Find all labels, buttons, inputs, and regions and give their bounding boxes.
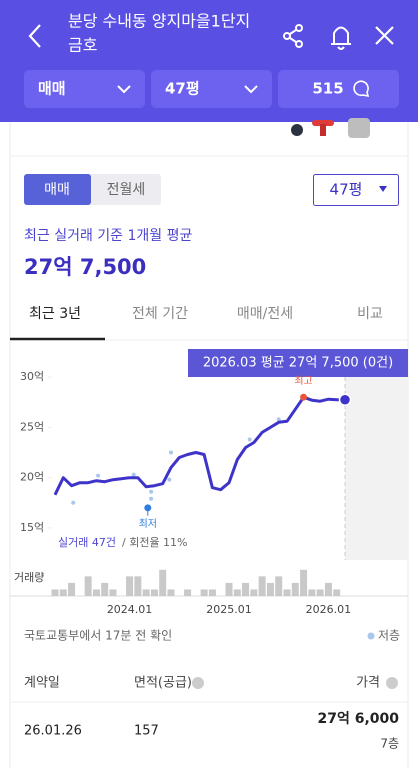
filter-label: 47평	[165, 80, 200, 98]
volume-bar	[142, 589, 150, 596]
title: 분당 수내동 양지마을1단지	[68, 12, 250, 31]
stats-rate: / 회전율 11%	[122, 536, 188, 549]
title: 금호	[68, 36, 97, 55]
volume-bar	[150, 589, 158, 596]
volume-bar	[291, 582, 299, 596]
volume-bar	[84, 576, 92, 596]
area-select[interactable]	[313, 174, 399, 206]
filter-box[interactable]	[278, 70, 399, 108]
scatter-point	[169, 450, 173, 455]
volume-bar	[225, 582, 233, 596]
table-cell: 7층	[380, 737, 399, 751]
table-cell: 157	[134, 724, 159, 739]
table-header: 면적(공급)	[134, 676, 192, 691]
toggle-label[interactable]: 전월세	[107, 182, 146, 198]
volume-bar	[109, 589, 117, 596]
table-cell: 26.01.26	[24, 724, 82, 739]
scatter-point	[167, 477, 172, 482]
current-point	[338, 393, 352, 406]
volume-bar	[126, 576, 134, 596]
tab[interactable]: 비교	[357, 306, 383, 322]
volume-bar	[324, 582, 332, 596]
dropdown-arrow	[379, 186, 387, 192]
volume-bar	[167, 589, 175, 596]
back-button[interactable]	[28, 24, 41, 48]
stats-count: 실거래 47건	[58, 536, 116, 549]
y-tick-label: 25억	[20, 420, 44, 433]
tab[interactable]: 매매/전세	[237, 306, 293, 322]
scatter-point	[276, 417, 281, 422]
tooltip-bg	[188, 349, 408, 377]
tab[interactable]: 최근 3년	[29, 306, 81, 322]
scatter-point	[149, 489, 154, 494]
source: 국토교통부에서 17분 전 확인	[24, 629, 172, 643]
volume-bar	[184, 589, 192, 596]
scatter-point	[247, 437, 252, 442]
volume-bar	[134, 576, 142, 596]
price-line	[53, 395, 345, 496]
high-point	[300, 393, 308, 401]
volume-bar	[266, 582, 274, 596]
share-button[interactable]	[283, 24, 303, 48]
scatter-point	[96, 473, 101, 478]
help-icon[interactable]	[386, 677, 398, 689]
x-tick-label: 2025.01	[206, 603, 252, 616]
volume-bar	[51, 589, 59, 596]
volume-bar	[208, 589, 216, 596]
volume-bar	[300, 569, 308, 596]
bell-button[interactable]	[331, 26, 351, 50]
table-header: 가격	[356, 676, 380, 691]
high-label: 최고	[294, 375, 312, 387]
x-tick-label: 2024.01	[107, 603, 153, 616]
y-tick-label: 15억	[20, 521, 44, 534]
toggle-label: 매매	[44, 182, 70, 198]
volume-bar	[258, 576, 266, 596]
low-label: 최저	[139, 518, 157, 530]
filter-label: 515	[312, 80, 343, 98]
volume-bar	[333, 589, 341, 596]
close-button[interactable]	[375, 26, 394, 45]
volume-bar	[275, 576, 283, 596]
chat-icon	[353, 80, 370, 98]
volume-bar	[233, 589, 241, 596]
volume-bar	[283, 589, 291, 596]
filter-label: 매매	[38, 80, 66, 98]
table-cell: 27억 6,000	[317, 711, 399, 727]
volume-bar	[68, 582, 76, 596]
table-header: 계약일	[24, 676, 60, 691]
summary-price: 27억 7,500	[24, 255, 146, 279]
toggle-active[interactable]	[24, 174, 91, 205]
volume-bar	[101, 582, 109, 596]
summary-caption: 최근 실거래 기준 1개월 평균	[24, 228, 193, 244]
legend-swatch	[367, 632, 375, 640]
x-tick-label: 2026.01	[306, 603, 352, 616]
volume-bar	[316, 589, 324, 596]
volume-bar	[159, 569, 167, 596]
chevron	[117, 85, 258, 94]
legend-label: 저층	[378, 629, 400, 643]
y-tick-label: 30억	[20, 370, 44, 383]
volume-bar	[92, 589, 100, 596]
volume-bar	[250, 589, 258, 596]
volume-bar	[200, 589, 208, 596]
area-select-label: 47평	[330, 181, 363, 199]
tab[interactable]: 전체 기간	[132, 306, 188, 322]
banner-image	[291, 118, 370, 138]
scatter-point	[71, 500, 76, 505]
filter-box[interactable]	[24, 70, 145, 108]
filter-box[interactable]	[151, 70, 272, 108]
help-icon[interactable]	[192, 677, 204, 689]
volume-label: 거래량	[14, 571, 44, 584]
volume-bar	[242, 582, 250, 596]
scatter-point	[149, 496, 154, 501]
scatter-point	[131, 472, 136, 477]
y-tick-label: 20억	[20, 471, 44, 484]
volume-bar	[308, 589, 316, 596]
volume-bar	[59, 589, 67, 596]
tooltip: 2026.03 평균 27억 7,500 (0건)	[203, 356, 393, 371]
future-shade	[345, 377, 408, 560]
